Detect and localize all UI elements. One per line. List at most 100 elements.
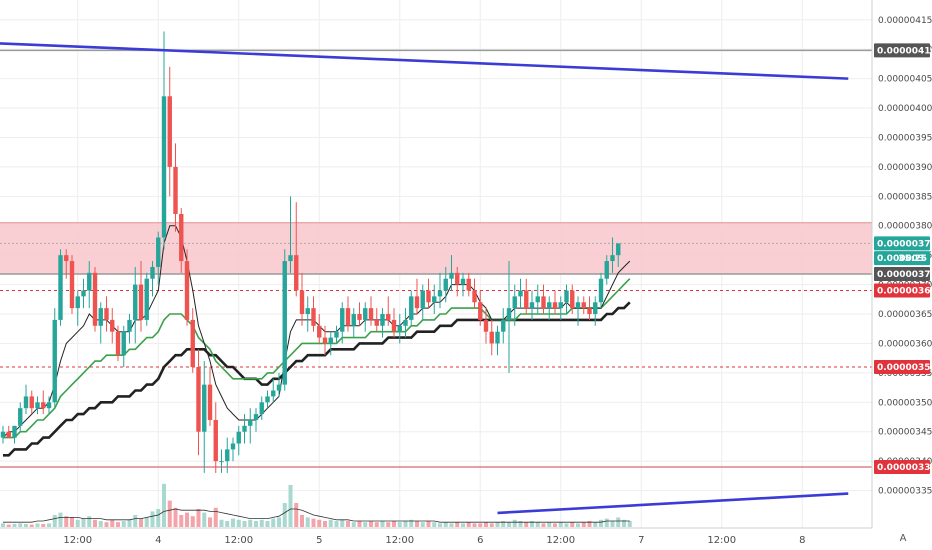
volume-bar xyxy=(202,512,207,527)
time-tick-label: 12:00 xyxy=(707,535,736,546)
time-tick-label: 6 xyxy=(477,535,483,546)
candle-body xyxy=(81,290,86,297)
volume-bar xyxy=(541,523,546,527)
price-tick-label: 0.00000405 xyxy=(878,75,932,85)
time-tick-label: 8 xyxy=(799,535,805,546)
candle-body xyxy=(0,431,6,438)
volume-bar xyxy=(380,521,385,527)
price-tick-label: 0.00000390 xyxy=(878,163,932,173)
price-badge-text: 0.00000372 xyxy=(877,270,932,280)
price-tick-label: 0.00000365 xyxy=(878,310,932,320)
candle-body xyxy=(23,396,29,409)
price-tick-label: 0.00000350 xyxy=(878,398,932,408)
auto-scale-label[interactable]: A xyxy=(900,533,907,544)
candle-body xyxy=(121,331,126,356)
candle-body xyxy=(282,261,287,385)
price-tick-label: 0.00000400 xyxy=(878,104,932,114)
candle-body xyxy=(357,314,362,320)
candle-body xyxy=(150,266,155,279)
candle-body xyxy=(541,296,546,309)
candle-body xyxy=(98,308,103,326)
candle-body xyxy=(92,272,98,326)
candle-body xyxy=(501,319,506,332)
candle-body xyxy=(253,414,259,420)
volume-bar xyxy=(35,523,40,527)
candle-body xyxy=(374,319,379,326)
volume-bar xyxy=(530,521,534,527)
volume-bar xyxy=(455,522,460,527)
volume-bar xyxy=(449,523,454,527)
volume-bar xyxy=(438,523,442,527)
candle-body xyxy=(380,314,385,326)
volume-bar xyxy=(570,522,575,527)
volume-bar xyxy=(98,521,103,527)
volume-bar xyxy=(75,519,80,527)
volume-bar xyxy=(87,516,92,527)
candle-body xyxy=(236,431,241,444)
candle-body xyxy=(443,278,448,291)
volume-bar xyxy=(495,522,500,527)
time-axis[interactable]: 12:00 4 12:00 5 12:00 6 12:00 7 12:00 8 xyxy=(0,527,872,546)
volume-bar xyxy=(242,521,247,527)
volume-bar xyxy=(323,521,327,527)
price-badge xyxy=(874,283,930,298)
candlesticks xyxy=(0,31,621,473)
candle-body xyxy=(397,325,402,332)
candle-body xyxy=(35,402,40,409)
volume-bar xyxy=(12,524,17,527)
volume-bar xyxy=(24,524,28,527)
candle-body xyxy=(225,449,230,462)
candle-body xyxy=(161,96,167,238)
volume-bar xyxy=(524,522,529,527)
volume-bar xyxy=(116,522,120,527)
candle-body xyxy=(138,284,144,320)
volume-bar xyxy=(58,512,63,527)
volume-bar xyxy=(104,522,109,527)
volume-bar xyxy=(93,519,97,527)
price-badge xyxy=(874,460,930,475)
price-badge-text: 0.00000356 xyxy=(877,363,932,373)
volume-bar xyxy=(248,519,253,527)
candle-body xyxy=(506,308,512,320)
volume-bar xyxy=(196,509,201,527)
candle-body xyxy=(317,325,322,338)
volume-bar xyxy=(334,521,339,527)
volume-bar xyxy=(219,519,224,527)
volume-bar xyxy=(70,517,74,527)
candle-body xyxy=(173,166,178,214)
volume-bar xyxy=(18,523,23,527)
candle-body xyxy=(288,255,293,262)
price-tick-label: 0.00000385 xyxy=(878,192,932,202)
candle-body xyxy=(207,384,213,420)
volume-bar xyxy=(357,521,362,527)
candle-body xyxy=(610,255,615,262)
volume-bar xyxy=(328,519,333,527)
volume-bar xyxy=(581,522,586,527)
candle-body xyxy=(69,261,75,309)
volume-bar xyxy=(346,521,350,527)
volume-bar xyxy=(593,522,598,527)
trendlines[interactable] xyxy=(0,42,849,515)
price-tick-label: 0.00000395 xyxy=(878,133,932,143)
candle-body xyxy=(190,319,195,367)
price-labels: 0.00000410 0.00000377 0.00000335:25 0.00000… xyxy=(874,43,932,475)
volume-bar xyxy=(288,485,293,527)
candle-body xyxy=(305,308,310,315)
volume-bar xyxy=(127,519,132,527)
volume-bar xyxy=(1,523,5,527)
volume-bar xyxy=(259,519,264,527)
volume-bar xyxy=(587,521,592,527)
volume-bar xyxy=(190,516,195,527)
candle-body xyxy=(340,308,345,332)
candle-body xyxy=(460,278,466,285)
volume-bar xyxy=(64,516,69,527)
price-badge-text: 0.00000410 xyxy=(877,46,932,56)
resistance-zone-rect xyxy=(0,222,872,275)
candle-body xyxy=(219,461,224,463)
volume-bar xyxy=(610,521,615,527)
volume-bar xyxy=(576,523,580,527)
candle-body xyxy=(87,272,92,291)
candle-body xyxy=(593,302,598,315)
auto-scale-button[interactable]: A xyxy=(894,528,912,546)
